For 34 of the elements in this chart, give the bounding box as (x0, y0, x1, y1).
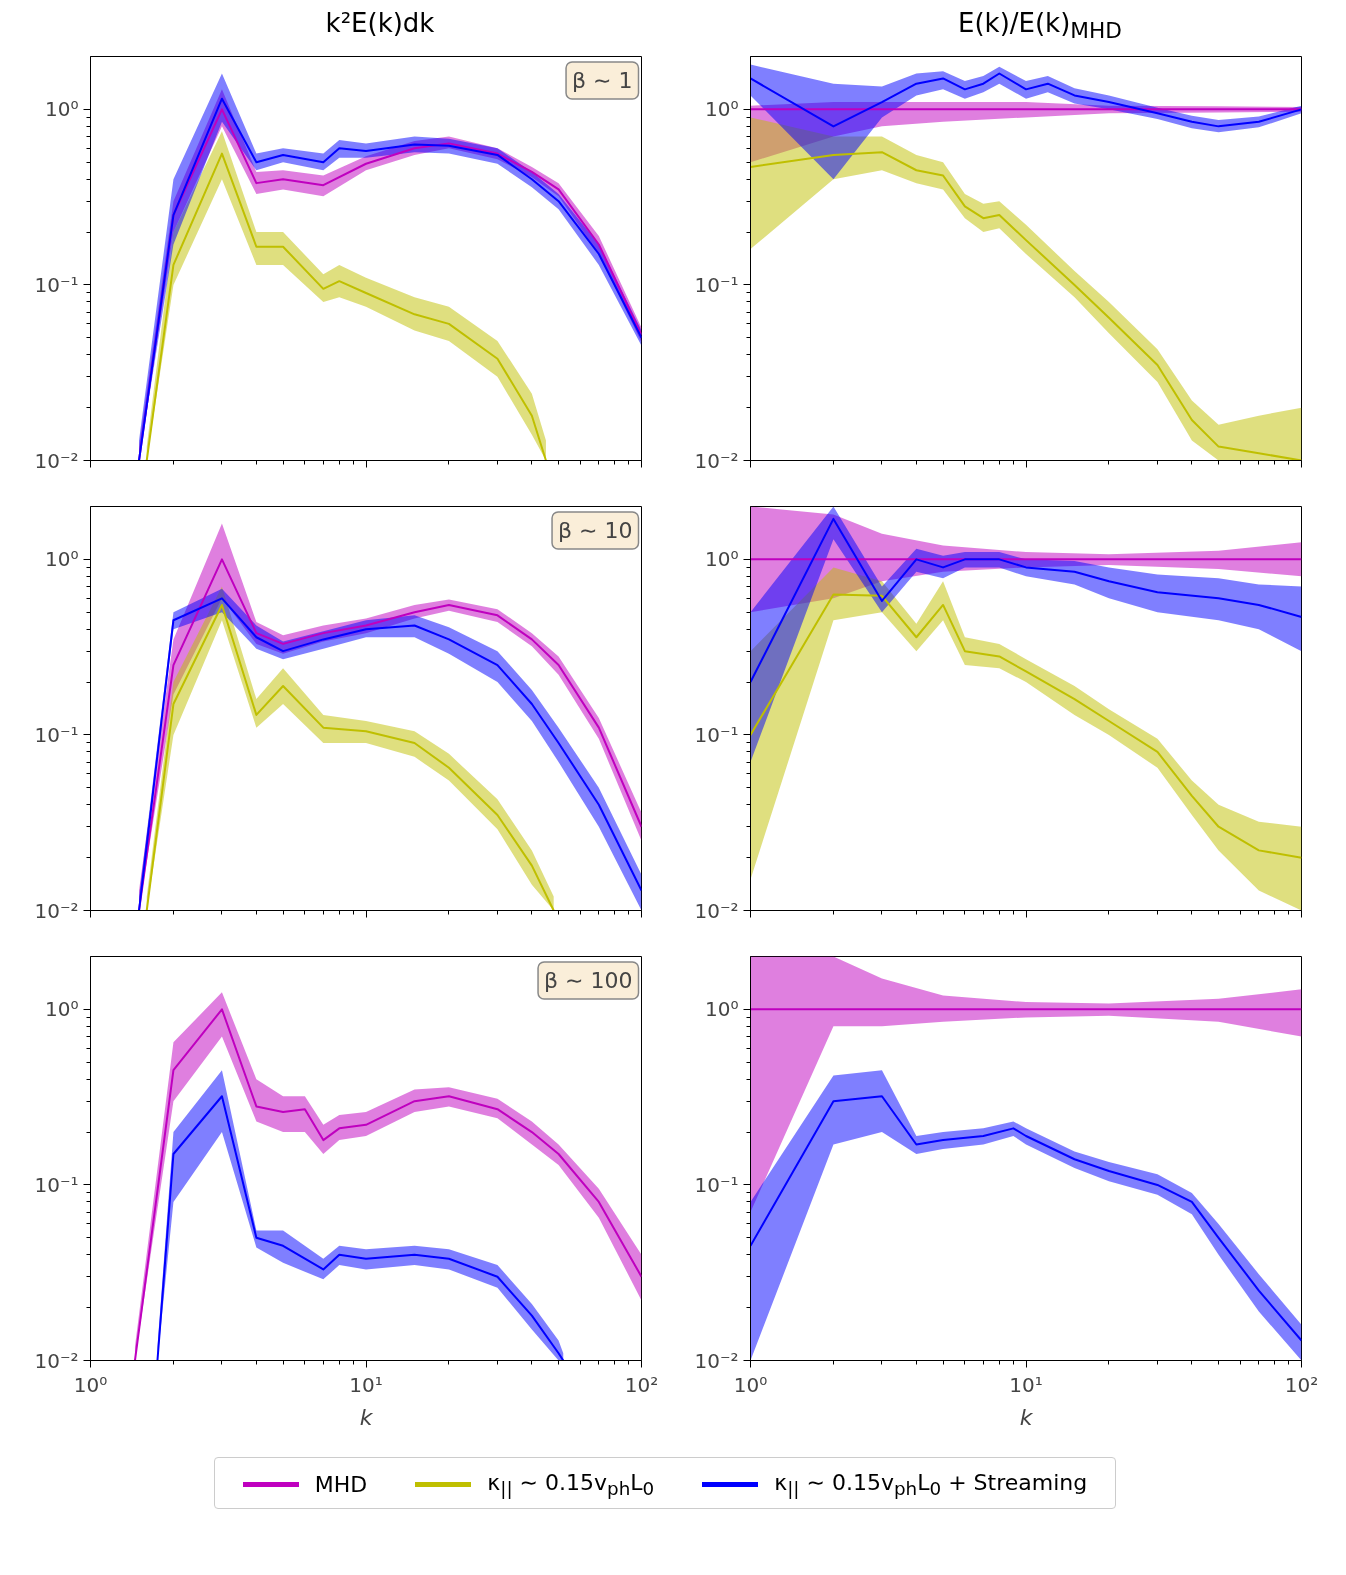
y-tick-label: 10⁻¹ (34, 272, 79, 297)
y-tick-label: 10⁰ (45, 97, 79, 122)
y-tick-label: 10⁻² (694, 898, 739, 923)
y-tick-label: 10⁻¹ (34, 722, 79, 747)
y-tick-label: 10⁰ (705, 547, 739, 572)
y-tick-label: 10⁻² (694, 448, 739, 473)
y-tick-label: 10⁻² (34, 448, 79, 473)
y-tick-label: 10⁻² (694, 1348, 739, 1373)
annotation: β ∼ 1 (572, 68, 633, 93)
y-tick-label: 10⁻¹ (34, 1172, 79, 1197)
chart-title: k²E(k)dk (325, 7, 435, 40)
y-tick-label: 10⁻² (34, 898, 79, 923)
x-axis-title: k (359, 1404, 374, 1430)
annotation: β ∼ 10 (558, 518, 633, 543)
legend-label: MHD (314, 1470, 368, 1499)
annotation: β ∼ 100 (544, 968, 633, 993)
y-tick-label: 10⁰ (45, 547, 79, 572)
y-tick-label: 10⁻¹ (694, 1172, 739, 1197)
x-tick-label: 10⁰ (733, 1372, 768, 1397)
legend-label: κ$_{||}$ ∼ 0.15v$_{ph}$L$_{0}$ (487, 1468, 655, 1502)
chart-title: E(k)/E(k)$_{MHD}$ (958, 7, 1122, 46)
y-tick-label: 10⁻² (34, 1348, 79, 1373)
x-tick-label: 10² (1284, 1372, 1319, 1397)
x-tick-label: 10¹ (1009, 1372, 1043, 1397)
legend-label: κ$_{||}$ ∼ 0.15v$_{ph}$L$_{0}$ + Streaming (774, 1468, 1088, 1502)
x-tick-label: 10² (624, 1372, 659, 1397)
y-tick-label: 10⁻¹ (694, 722, 739, 747)
y-tick-label: 10⁰ (705, 97, 739, 122)
x-tick-label: 10¹ (349, 1372, 383, 1397)
x-axis-title: k (1019, 1404, 1034, 1430)
x-tick-label: 10⁰ (73, 1372, 108, 1397)
y-tick-label: 10⁰ (45, 997, 79, 1022)
y-tick-label: 10⁰ (705, 997, 739, 1022)
y-tick-label: 10⁻¹ (694, 272, 739, 297)
